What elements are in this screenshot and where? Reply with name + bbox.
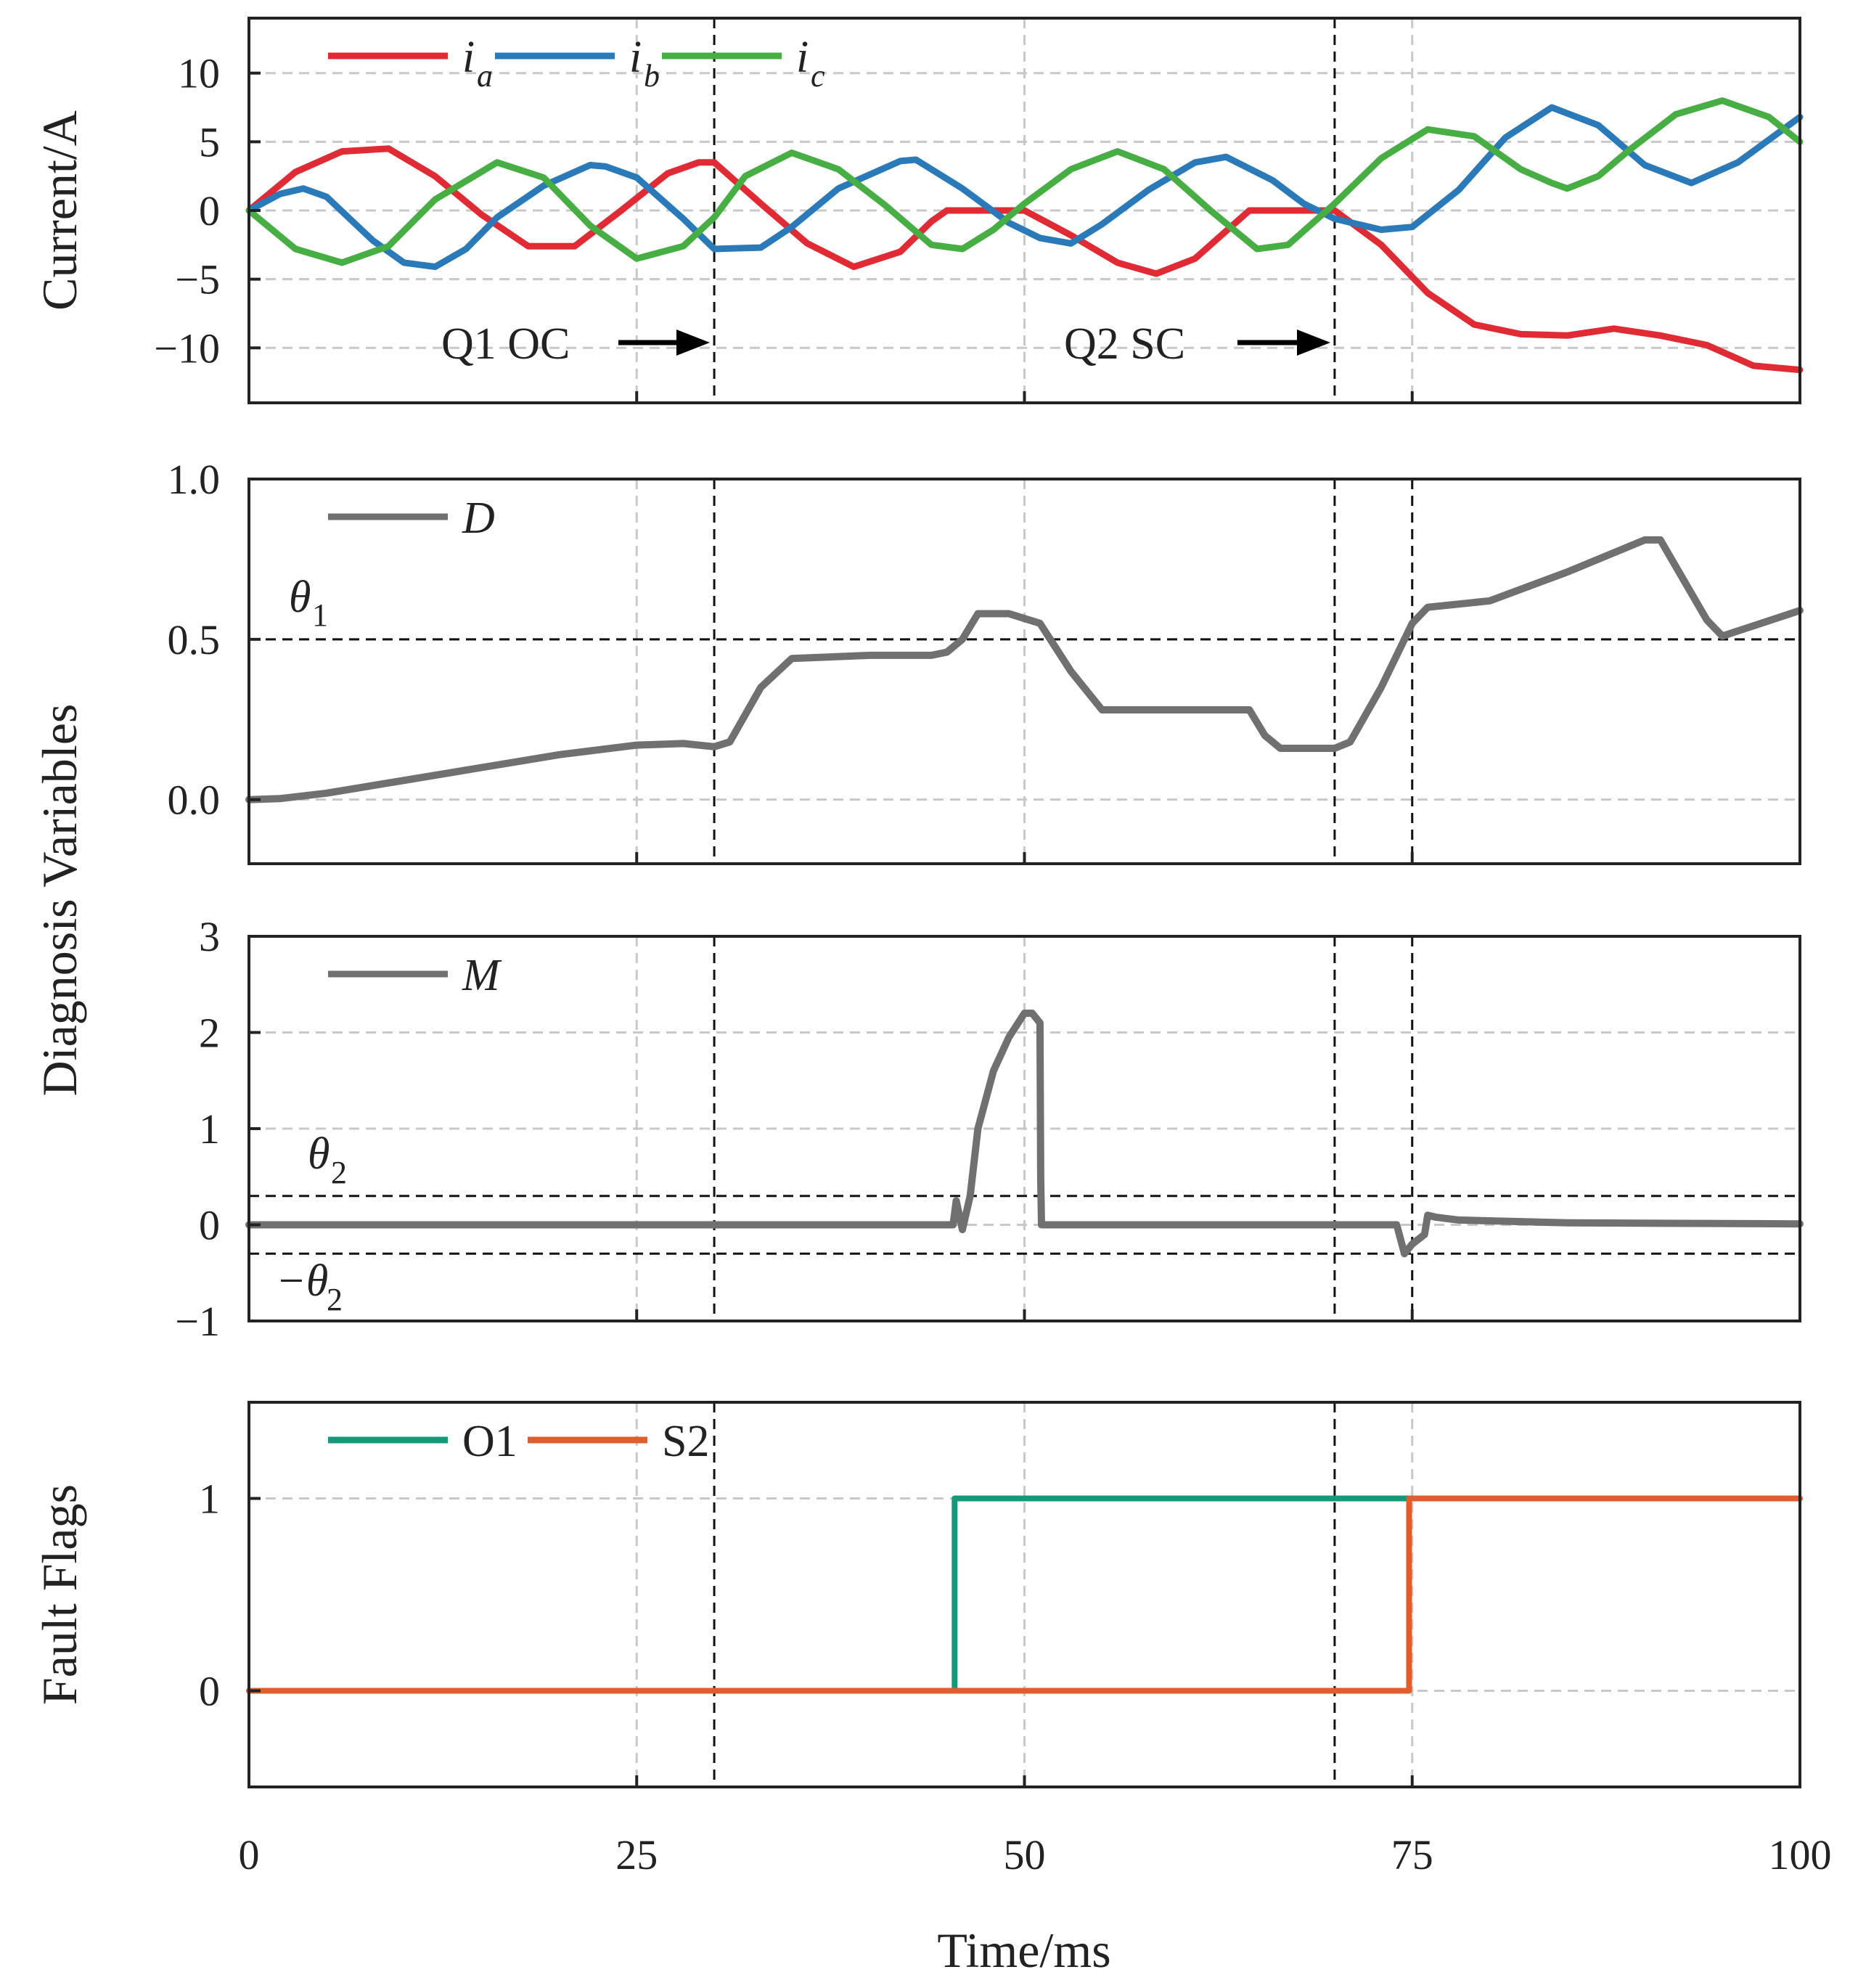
legend-label-ic: i: [796, 33, 809, 82]
m-panel: 3 2 1 0 −1 M θ 2 −θ 2: [175, 913, 1804, 1345]
ytick-label: 0: [199, 1202, 220, 1249]
flags-axis-title: Fault Flags: [32, 1484, 87, 1705]
legend-label-m: M: [462, 951, 502, 1000]
ytick-label: 0.5: [168, 616, 221, 663]
xtick-label: 50: [1004, 1831, 1046, 1878]
series-d: [245, 536, 1804, 803]
legend-subscript-ic: c: [811, 58, 825, 94]
flags-panel-frame: [247, 1401, 1801, 1788]
ytick-label: 0: [199, 1668, 220, 1715]
ytick-label: 3: [199, 913, 220, 960]
ytick-label: 1.0: [168, 456, 221, 503]
ytick-label: 0.0: [168, 777, 221, 824]
legend-subscript-ib: b: [644, 58, 660, 94]
current-axis-title: Current/A: [32, 110, 87, 311]
q1-oc-arrow-head: [676, 330, 710, 356]
diagnosis-axis-title: Diagnosis Variables: [32, 704, 87, 1097]
q1-oc-annotation: Q1 OC: [441, 319, 710, 369]
xtick-label: 75: [1391, 1831, 1433, 1878]
xtick-label: 0: [239, 1831, 260, 1878]
legend-subscript-ia: a: [477, 58, 493, 94]
x-axis-title: Time/ms: [937, 1923, 1110, 1978]
ytick-label: 2: [199, 1010, 220, 1057]
neg-theta2-label: −θ 2: [276, 1256, 343, 1317]
ytick-label: 5: [199, 118, 220, 165]
ytick-label: −10: [154, 324, 220, 372]
theta1-label: θ 1: [289, 573, 328, 633]
theta1-symbol: θ: [289, 573, 311, 622]
q1-oc-label: Q1 OC: [441, 319, 570, 369]
current-panel-frame: [247, 17, 1801, 404]
xtick-label: 25: [615, 1831, 658, 1878]
neg-theta2-subscript: 2: [327, 1282, 343, 1317]
series-o1: [246, 1495, 1412, 1694]
m-panel-frame: [247, 935, 1801, 1322]
q2-sc-annotation: Q2 SC: [1064, 319, 1330, 369]
d-panel-frame: [247, 478, 1801, 865]
theta1-subscript: 1: [312, 597, 328, 633]
ytick-label: −5: [175, 256, 220, 303]
series-m: [245, 1010, 1804, 1258]
legend-label-d: D: [462, 494, 495, 543]
flags-panel: 1 0 O1 S2 Fault Flags 0 25 50 75 100 Time/ms: [32, 1401, 1832, 1978]
ytick-label: 0: [199, 187, 220, 234]
legend-label-o1: O1: [462, 1417, 517, 1466]
q2-sc-arrow-head: [1297, 330, 1330, 356]
theta2-subscript: 2: [331, 1155, 347, 1190]
neg-theta2-symbol: −θ: [276, 1256, 328, 1306]
ytick-label: −1: [175, 1298, 220, 1345]
series-ib: [245, 104, 1804, 271]
q2-sc-label: Q2 SC: [1064, 319, 1185, 369]
series-ia: [245, 145, 1804, 374]
ytick-label: 1: [199, 1105, 220, 1153]
series-ic: [245, 97, 1804, 266]
theta2-symbol: θ: [308, 1129, 330, 1179]
ytick-label: 10: [178, 50, 220, 97]
ytick-label: 1: [199, 1476, 220, 1523]
d-panel: 1.0 0.5 0.0 D θ 1: [168, 456, 1804, 865]
xtick-label: 100: [1769, 1831, 1832, 1878]
series-s2: [246, 1495, 1803, 1694]
legend-label-ib: i: [629, 33, 642, 82]
legend-label-s2: S2: [662, 1417, 709, 1466]
legend-label-ia: i: [462, 33, 475, 82]
theta2-label: θ 2: [308, 1129, 347, 1190]
